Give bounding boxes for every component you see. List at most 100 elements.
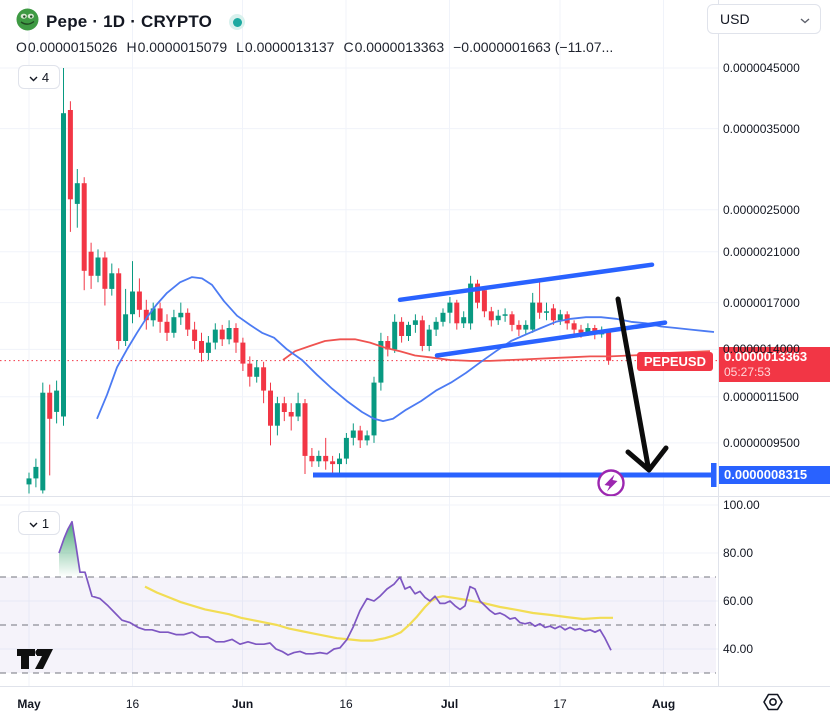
time-axis-tick: 16 <box>339 697 353 711</box>
candle-body <box>440 312 446 322</box>
price-axis-tick: 0.0000011500 <box>723 390 799 404</box>
candle-body <box>136 291 142 310</box>
time-axis-border[interactable] <box>0 686 830 687</box>
time-axis-settings-icon[interactable] <box>760 692 786 717</box>
candle-body <box>509 314 515 325</box>
candle-body <box>95 257 101 276</box>
candle-body <box>47 392 53 419</box>
candle-body <box>233 328 239 343</box>
ohlc-l-value: L0.0000013137 <box>236 39 335 55</box>
candle-body <box>116 273 122 341</box>
price-axis-tick: 0.0000021000 <box>723 245 800 259</box>
candle-body <box>392 321 398 350</box>
price-axis-tick: 0.0000014000 <box>723 342 800 356</box>
candle-body <box>171 317 177 333</box>
candle-body <box>40 392 46 491</box>
candle-body <box>74 183 80 204</box>
rsi-pane-indicators-toggle[interactable]: 1 <box>18 511 60 535</box>
ohlc-c-value: C0.0000013363 <box>343 39 445 55</box>
candle-body <box>406 324 411 336</box>
candle-body <box>123 314 129 341</box>
candle-body <box>475 283 480 303</box>
down-arrow-head[interactable] <box>625 445 669 473</box>
price-axis-tick: 0.0000009500 <box>723 436 800 450</box>
ohlc-change-value: −0.0000001663 (−11.07... <box>453 39 614 55</box>
candle-body <box>399 321 405 336</box>
last-price-value: 0.0000013363 <box>724 349 808 364</box>
candle-body <box>33 466 39 479</box>
candle-body <box>516 324 522 330</box>
candle-body <box>268 390 273 426</box>
support-line-price-label: 0.0000008315 <box>719 466 830 484</box>
candle-body <box>254 367 260 377</box>
candle-body <box>364 435 370 441</box>
candle-body <box>419 320 425 346</box>
symbol-legend[interactable]: Pepe · 1D · CRYPTO <box>16 8 246 36</box>
currency-label: USD <box>720 11 750 27</box>
time-axis-tick: Jun <box>231 697 254 711</box>
chevron-down-icon <box>800 11 810 27</box>
price-axis-border[interactable] <box>718 0 719 686</box>
candle-body <box>385 341 391 350</box>
down-arrow-annotation[interactable] <box>615 296 651 469</box>
lower-trendline[interactable] <box>434 320 668 358</box>
candle-body <box>371 382 377 436</box>
candle-body <box>288 412 294 417</box>
candle-body <box>530 302 536 330</box>
bar-close-countdown: 05:27:53 <box>724 365 771 379</box>
candle-body <box>357 430 363 441</box>
candle-body <box>585 328 591 333</box>
candle-body <box>67 110 73 200</box>
candle-body <box>26 478 32 485</box>
candle-body <box>468 283 474 324</box>
rsi-axis-tick: 100.00 <box>723 498 760 512</box>
candle-body <box>164 321 170 333</box>
candle-body <box>88 251 94 276</box>
ohlc-h-value: H0.0000015079 <box>126 39 228 55</box>
candle-body <box>240 342 246 364</box>
candle-body <box>274 403 280 426</box>
candle-body <box>102 257 108 289</box>
support-line-endcap[interactable] <box>711 463 717 487</box>
pane-divider[interactable] <box>0 496 830 497</box>
tradingview-logo[interactable] <box>16 648 54 675</box>
candle-body <box>130 291 135 315</box>
candle-body <box>261 367 267 391</box>
candle-body <box>61 113 66 417</box>
time-axis-tick: Jul <box>440 697 459 711</box>
candle-body <box>461 317 467 324</box>
rsi-axis-tick: 80.00 <box>723 546 754 560</box>
ohlc-values-row: O0.0000015026 H0.0000015079 L0.0000013137 C… <box>16 39 613 55</box>
candle-body <box>481 290 487 312</box>
price-axis-tick: 0.0000017000 <box>723 296 800 310</box>
candle-body <box>178 312 184 318</box>
candle-body <box>578 329 584 333</box>
candle-body <box>199 341 204 353</box>
candle-body <box>550 308 556 321</box>
last-price-axis-label: 0.0000013363 05:27:53 <box>719 347 830 382</box>
candle-body <box>212 329 218 343</box>
candle-body <box>281 403 287 412</box>
symbol-title[interactable]: Pepe · 1D · CRYPTO <box>46 12 213 31</box>
candle-body <box>606 332 612 361</box>
candle-body <box>323 455 329 462</box>
candle-body <box>350 430 356 438</box>
candle-body <box>447 302 453 313</box>
blue-moving-average-line[interactable] <box>96 276 715 422</box>
upper-trendline[interactable] <box>397 262 655 303</box>
candle-body <box>337 458 342 465</box>
rsi-axis-tick: 40.00 <box>723 642 754 656</box>
price-axis-tick: 0.0000035000 <box>723 122 800 136</box>
rsi-line <box>58 520 612 656</box>
candle-body <box>454 302 460 324</box>
candle-body <box>502 314 508 316</box>
main-pane-indicators-toggle[interactable]: 4 <box>18 65 60 89</box>
currency-dropdown[interactable]: USD <box>707 4 821 34</box>
market-status-icon[interactable] <box>229 14 246 30</box>
candle-body <box>557 314 563 321</box>
candle-body <box>247 363 253 377</box>
rsi-indicator-count: 1 <box>41 515 50 531</box>
candle-body <box>495 315 501 321</box>
candle-body <box>81 183 87 271</box>
